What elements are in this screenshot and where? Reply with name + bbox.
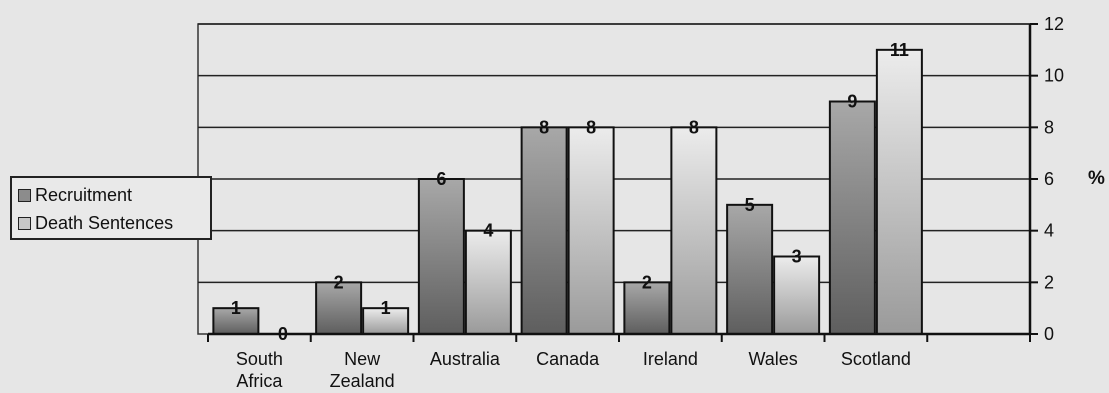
bar-recruitment [828, 100, 876, 335]
bar-death-sentences [567, 126, 615, 336]
legend-swatch-recruitment [18, 188, 31, 202]
y-tick-label: 8 [1044, 117, 1054, 137]
bar-recruitment [417, 178, 465, 335]
bar-recruitment [212, 307, 260, 335]
data-label-death-sentences: 4 [483, 221, 493, 241]
data-label-recruitment: 6 [436, 169, 446, 189]
y-tick-label: 4 [1044, 221, 1054, 241]
bar-death-sentences [670, 126, 718, 336]
legend-label-death-sentences: Death Sentences [35, 212, 174, 233]
y-tick-label: 2 [1044, 272, 1054, 292]
data-label-death-sentences: 3 [792, 247, 802, 267]
x-category-label: South [236, 349, 283, 369]
x-category-label: Scotland [841, 349, 911, 369]
x-category-label: Zealand [330, 371, 395, 391]
bar-death-sentences [773, 255, 821, 335]
legend: Recruitment Death Sentences [10, 176, 212, 240]
data-label-death-sentences: 1 [381, 298, 391, 318]
y-tick-label: 6 [1044, 169, 1054, 189]
data-label-death-sentences: 8 [586, 117, 596, 137]
legend-item-death-sentences: Death Sentences [18, 209, 204, 237]
data-label-death-sentences: 8 [689, 117, 699, 137]
bar-recruitment [315, 281, 363, 336]
data-label-death-sentences: 11 [890, 40, 909, 60]
x-category-label: Ireland [643, 349, 698, 369]
data-label-recruitment: 2 [642, 272, 652, 292]
y-tick-label: 10 [1044, 66, 1064, 86]
data-label-recruitment: 2 [334, 272, 344, 292]
y-axis-unit-label: % [1088, 168, 1105, 189]
legend-item-recruitment: Recruitment [18, 181, 204, 209]
legend-swatch-death-sentences [18, 216, 31, 230]
x-category-label: Australia [430, 349, 501, 369]
x-category-label: Africa [236, 371, 283, 391]
y-tick-label: 0 [1044, 324, 1054, 344]
legend-label-recruitment: Recruitment [35, 184, 133, 205]
bar-death-sentences [875, 48, 923, 335]
bar-recruitment [520, 126, 568, 336]
x-category-label: Wales [748, 349, 797, 369]
data-label-recruitment: 9 [847, 92, 857, 112]
x-category-label: Canada [536, 349, 600, 369]
data-label-death-sentences: 0 [278, 324, 288, 344]
bar-recruitment [726, 203, 774, 335]
data-label-recruitment: 1 [231, 298, 241, 318]
y-tick-label: 12 [1044, 14, 1064, 34]
data-label-recruitment: 8 [539, 117, 549, 137]
bar-death-sentences [464, 229, 512, 336]
bar-recruitment [623, 281, 671, 336]
data-label-recruitment: 5 [745, 195, 755, 215]
x-category-label: New [344, 349, 381, 369]
